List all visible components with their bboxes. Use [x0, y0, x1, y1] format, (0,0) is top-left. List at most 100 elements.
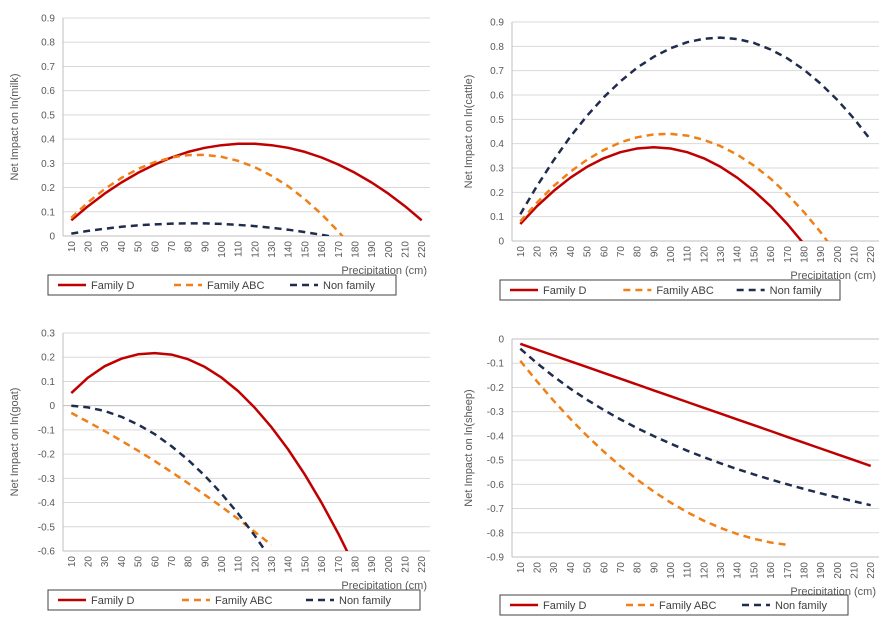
- legend-label: Family ABC: [656, 285, 714, 297]
- x-tick-label: 90: [200, 241, 211, 253]
- y-tick-label: 0.6: [41, 86, 55, 97]
- x-tick-label: 60: [150, 241, 161, 253]
- y-tick-label: 0.7: [490, 66, 504, 77]
- y-tick-label: -0.5: [38, 522, 56, 533]
- series-line: [519, 132, 829, 241]
- x-tick-label: 210: [849, 246, 860, 263]
- x-tick-label: 60: [150, 556, 161, 568]
- x-tick-label: 90: [649, 562, 660, 574]
- x-tick-label: 80: [633, 246, 644, 258]
- x-tick-label: 190: [367, 556, 378, 573]
- x-tick-label: 160: [317, 556, 328, 573]
- x-tick-label: 100: [217, 556, 228, 573]
- series-line: [70, 142, 423, 222]
- y-tick-label: -0.2: [487, 383, 505, 394]
- y-tick-label: 0: [498, 335, 504, 346]
- x-tick-label: 100: [666, 562, 677, 579]
- x-tick-label: 200: [384, 556, 395, 573]
- x-tick-label: 60: [599, 246, 610, 258]
- x-tick-label: 150: [749, 246, 760, 263]
- x-tick-label: 160: [766, 246, 777, 263]
- x-tick-label: 110: [683, 246, 694, 262]
- series-line: [70, 153, 344, 236]
- x-tick-label: 20: [84, 241, 95, 253]
- y-tick-label: 0.2: [41, 183, 55, 194]
- x-tick-label: 210: [849, 562, 860, 579]
- y-tick-label: 0.2: [490, 188, 504, 199]
- x-tick-label: 180: [799, 562, 810, 579]
- legend-label: Non family: [775, 600, 827, 612]
- x-tick-label: 210: [400, 241, 411, 258]
- legend-label: Family D: [91, 595, 134, 607]
- x-tick-label: 130: [716, 562, 727, 579]
- y-tick-label: 0.9: [490, 18, 504, 29]
- x-tick-label: 120: [250, 556, 261, 573]
- y-tick-label: 0: [49, 232, 55, 243]
- x-tick-label: 180: [350, 556, 361, 573]
- y-tick-label: 0.9: [41, 14, 55, 25]
- chart-panel: -0.9 -0.8 -0.7 -0.6 -0.5 -0.4 -0.3 -0.2 -0.1 0 10 2…: [463, 335, 879, 616]
- legend: Family D Family ABC Non family: [499, 279, 841, 301]
- x-tick-label: 110: [234, 556, 245, 572]
- series-line: [519, 342, 872, 468]
- legend-label: Family ABC: [659, 600, 717, 612]
- x-tick-label: 40: [566, 562, 577, 574]
- x-tick-label: 110: [683, 562, 694, 578]
- y-axis-title: Net Impact on ln(milk): [9, 74, 21, 181]
- legend-label: Family ABC: [207, 280, 265, 292]
- x-tick-label: 120: [699, 562, 710, 579]
- x-axis-title: Precipitation (cm): [790, 270, 876, 282]
- legend-box: [499, 279, 841, 301]
- x-tick-label: 140: [284, 241, 295, 258]
- legend: Family D Family ABC Non family: [499, 594, 849, 616]
- y-tick-label: 0: [49, 401, 55, 412]
- x-tick-label: 220: [866, 246, 877, 263]
- series-line: [519, 360, 788, 547]
- x-tick-label: 190: [367, 241, 378, 258]
- y-tick-label: -0.8: [487, 528, 505, 539]
- legend: Family D Family ABC Non family: [47, 589, 421, 611]
- legend-box: [47, 589, 421, 611]
- x-tick-label: 50: [134, 556, 145, 568]
- x-tick-label: 90: [649, 246, 660, 258]
- y-tick-label: 0.7: [41, 62, 55, 73]
- x-tick-label: 20: [84, 556, 95, 568]
- y-tick-label: 0.4: [41, 135, 55, 146]
- y-tick-label: 0.3: [41, 329, 55, 340]
- x-axis-title: Precipitation (cm): [341, 265, 427, 277]
- series-line: [71, 404, 267, 551]
- x-tick-label: 80: [633, 562, 644, 574]
- x-tick-label: 20: [533, 562, 544, 574]
- x-tick-label: 100: [666, 246, 677, 263]
- x-tick-label: 190: [816, 562, 827, 579]
- y-tick-label: 0: [498, 237, 504, 248]
- x-tick-label: 30: [100, 556, 111, 568]
- y-tick-label: 0.1: [41, 377, 55, 388]
- series-line: [519, 146, 804, 241]
- y-tick-label: -0.4: [38, 498, 56, 509]
- legend-label: Non family: [323, 280, 375, 292]
- legend-box: [47, 274, 397, 296]
- x-tick-label: 150: [300, 556, 311, 573]
- legend-label: Non family: [770, 285, 822, 297]
- y-tick-label: 0.1: [41, 207, 55, 218]
- x-tick-label: 10: [516, 246, 527, 258]
- x-tick-label: 140: [733, 562, 744, 579]
- x-tick-label: 70: [616, 562, 627, 574]
- legend-label: Non family: [339, 595, 391, 607]
- y-tick-label: 0.4: [490, 139, 504, 150]
- x-tick-label: 150: [300, 241, 311, 258]
- x-tick-label: 100: [217, 241, 228, 258]
- x-tick-label: 160: [766, 562, 777, 579]
- x-tick-label: 200: [833, 246, 844, 263]
- series-line: [71, 222, 335, 236]
- x-tick-label: 40: [566, 246, 577, 258]
- y-tick-label: -0.3: [38, 474, 56, 485]
- x-tick-label: 210: [400, 556, 411, 573]
- y-axis-title: Net Impact on ln(cattle): [463, 75, 475, 189]
- x-tick-label: 180: [350, 241, 361, 258]
- x-tick-label: 130: [267, 556, 278, 573]
- y-tick-label: -0.7: [487, 504, 505, 515]
- x-tick-label: 110: [234, 241, 245, 257]
